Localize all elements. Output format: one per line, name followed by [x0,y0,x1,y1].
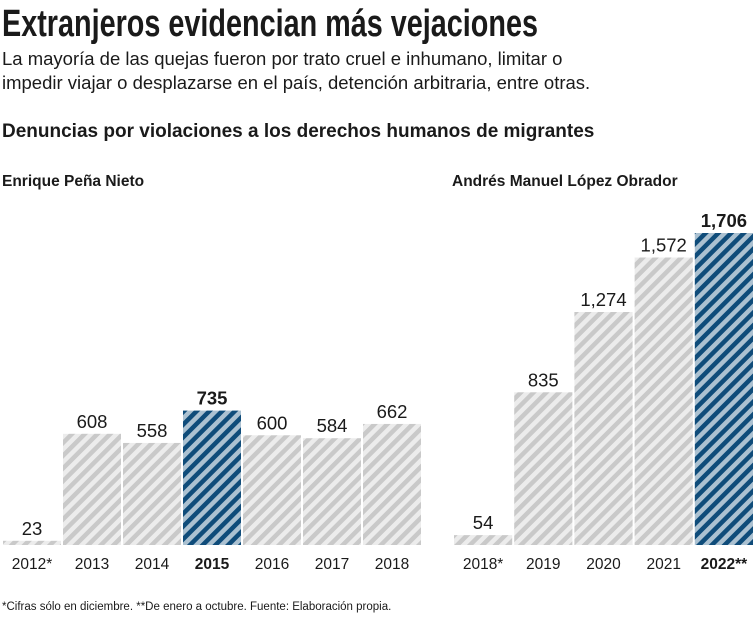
value-label: 735 [197,388,228,409]
subtitle: impedir viajar o desplazarse en el país,… [2,72,590,93]
category-label: 2013 [75,556,109,573]
bar [514,392,573,545]
category-label: 2019 [526,556,560,573]
bar [303,438,361,545]
subtitle: La mayoría de las quejas fueron por trat… [2,48,562,69]
category-label: 2018 [375,556,409,573]
value-label: 584 [317,415,348,436]
panel-label: Andrés Manuel López Obrador [452,173,678,190]
value-label: 1,706 [701,210,747,231]
value-label: 608 [77,411,108,432]
category-label: 2017 [315,556,349,573]
bar [694,233,753,545]
bar [123,442,181,545]
panel-label: Enrique Peña Nieto [2,173,144,190]
value-label: 662 [377,401,408,422]
value-label: 1,572 [641,235,687,256]
category-label: 2015 [195,556,230,573]
bar [243,435,301,545]
category-label: 2018* [463,556,504,573]
bar [3,540,61,545]
category-label: 2016 [255,556,289,573]
value-label: 54 [473,512,494,533]
footnote: *Cifras sólo en diciembre. **De enero a … [2,601,391,613]
title: Extranjeros evidencian más vejaciones [2,3,538,45]
category-label: 2012* [12,556,53,573]
heading: Denuncias por violaciones a los derechos… [2,121,594,142]
bar [363,423,421,545]
value-label: 1,274 [580,289,626,310]
bar [63,433,121,545]
value-label: 558 [137,420,168,441]
value-label: 600 [257,412,288,433]
value-label: 835 [528,369,559,390]
bar [634,257,693,545]
bar [574,312,633,545]
category-label: 2020 [586,556,621,573]
bar [183,410,241,545]
category-label: 2022** [701,556,749,573]
bar [454,535,513,545]
category-label: 2021 [646,556,680,573]
value-label: 23 [22,518,43,539]
category-label: 2014 [135,556,170,573]
